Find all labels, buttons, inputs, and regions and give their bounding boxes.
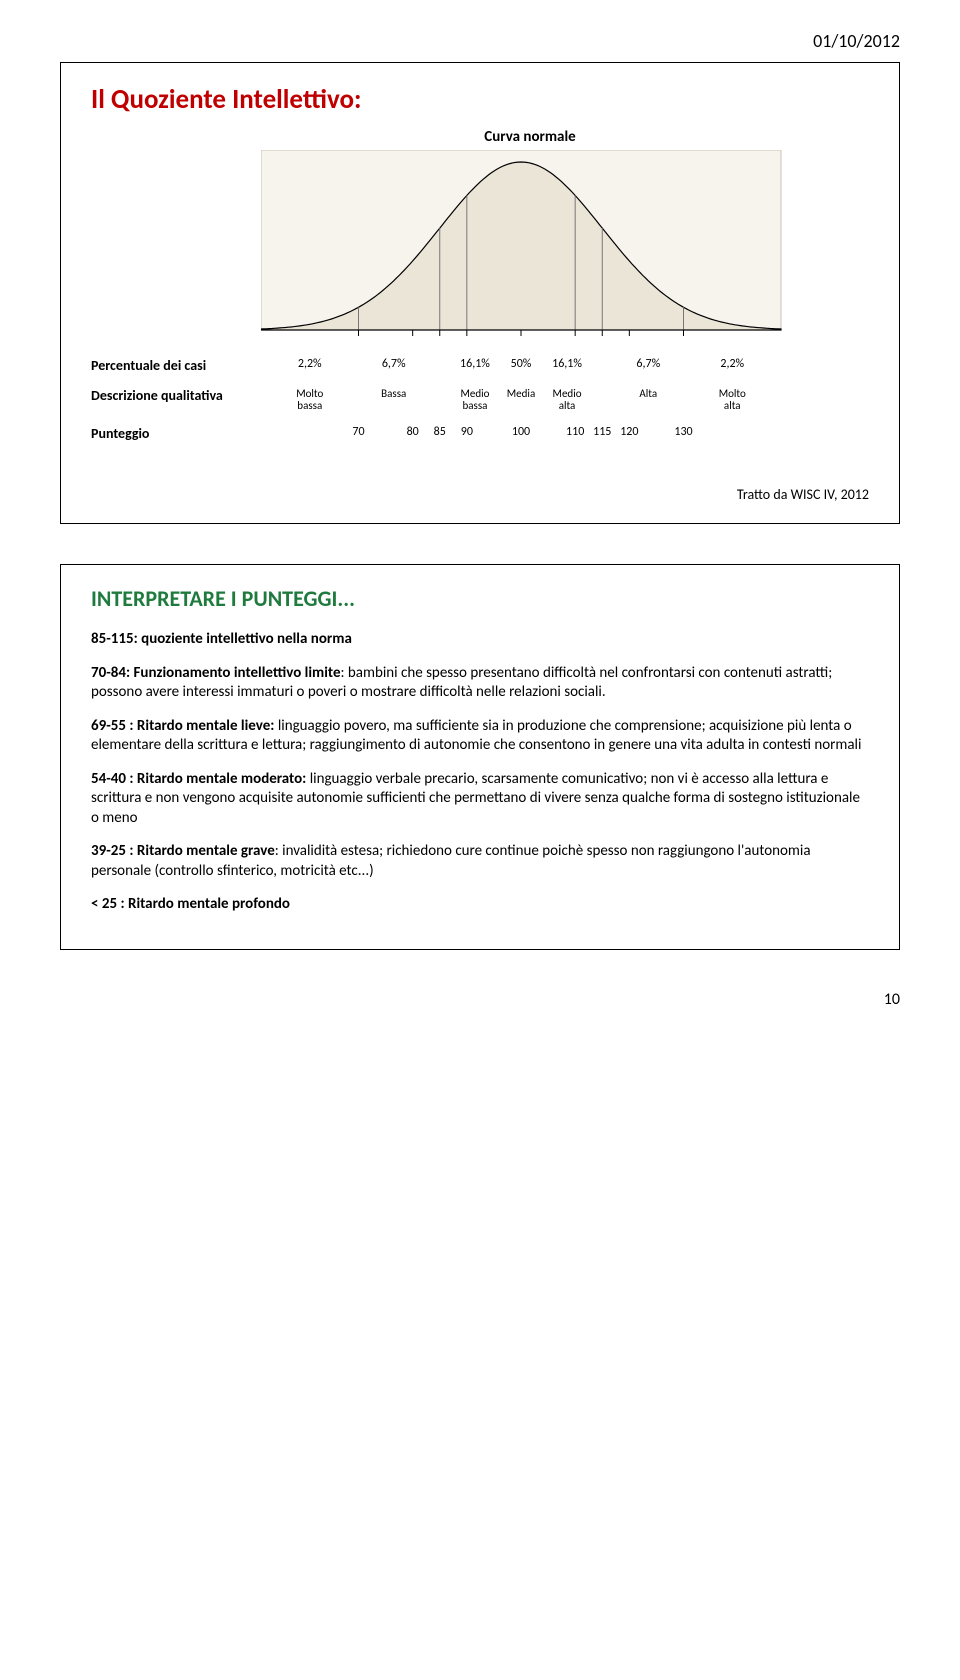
range-label: : Ritardo mentale grave [129, 842, 274, 860]
score-tick: 70 [352, 426, 364, 439]
interpretation-item: 69-55 : Ritardo mentale lieve: linguaggi… [91, 717, 869, 756]
range-key: 69-55 [91, 717, 129, 735]
range-key: 54-40 [91, 770, 129, 788]
percent-cell: 2,2% [720, 358, 744, 371]
interpretation-item: 39-25 : Ritardo mentale grave: invalidit… [91, 842, 869, 881]
row-label-percent: Percentuale dei casi [91, 358, 256, 374]
bell-curve-diagram: Curva normale Percentuale dei casi 2,2% 6… [91, 128, 869, 448]
curve-title: Curva normale [261, 128, 839, 146]
row-label-score: Punteggio [91, 426, 256, 442]
percent-cell: 50% [511, 358, 532, 371]
range-label: : Ritardo mentale moderato: [129, 770, 306, 788]
score-tick: 100 [512, 426, 530, 439]
score-tick: 120 [620, 426, 638, 439]
row-label-desc: Descrizione qualitativa [91, 388, 256, 404]
desc-cell: Molto bassa [296, 388, 323, 412]
interpretation-item: < 25 : Ritardo mentale profondo [91, 895, 869, 915]
interpretation-item: 70-84: Funzionamento intellettivo limite… [91, 664, 869, 703]
score-tick: 115 [593, 426, 611, 439]
source-note: Tratto da WISC IV, 2012 [91, 486, 869, 503]
slide2-title: INTERPRETARE I PUNTEGGI... [91, 585, 869, 612]
range-key: 70-84: [91, 664, 134, 682]
percent-cell: 16,1% [460, 358, 490, 371]
range-label: : Ritardo mentale profondo [120, 895, 290, 913]
interpretation-item: 54-40 : Ritardo mentale moderato: lingua… [91, 770, 869, 829]
range-key: 85-115: [91, 630, 141, 648]
range-key: 39-25 [91, 842, 129, 860]
score-tick: 110 [566, 426, 584, 439]
desc-cell: Medio alta [553, 388, 582, 412]
range-key: < 25 [91, 895, 120, 913]
desc-cell: Medio bassa [460, 388, 489, 412]
page-number: 10 [60, 990, 900, 1009]
desc-cell: Molto alta [719, 388, 746, 412]
score-tick: 85 [434, 426, 446, 439]
range-label: quoziente intellettivo nella norma [141, 630, 352, 648]
desc-cell: Bassa [381, 388, 406, 400]
score-tick: 80 [407, 426, 419, 439]
interpretation-item: 85-115: quoziente intellettivo nella nor… [91, 630, 869, 650]
percent-cell: 2,2% [298, 358, 322, 371]
percent-cell: 6,7% [636, 358, 660, 371]
percent-cell: 16,1% [552, 358, 582, 371]
percent-cell: 6,7% [382, 358, 406, 371]
slide1-title: Il Quoziente Intellettivo: [91, 83, 869, 116]
bell-curve-svg [261, 150, 821, 350]
range-label: Funzionamento intellettivo limite [134, 664, 341, 682]
score-tick: 90 [461, 426, 473, 439]
desc-cell: Media [507, 388, 535, 400]
range-label: : Ritardo mentale lieve: [129, 717, 274, 735]
date-header: 01/10/2012 [60, 30, 900, 52]
slide-2: INTERPRETARE I PUNTEGGI... 85-115: quozi… [60, 564, 900, 950]
desc-cell: Alta [639, 388, 657, 400]
score-tick: 130 [674, 426, 692, 439]
slide-1: Il Quoziente Intellettivo: Curva normale… [60, 62, 900, 524]
